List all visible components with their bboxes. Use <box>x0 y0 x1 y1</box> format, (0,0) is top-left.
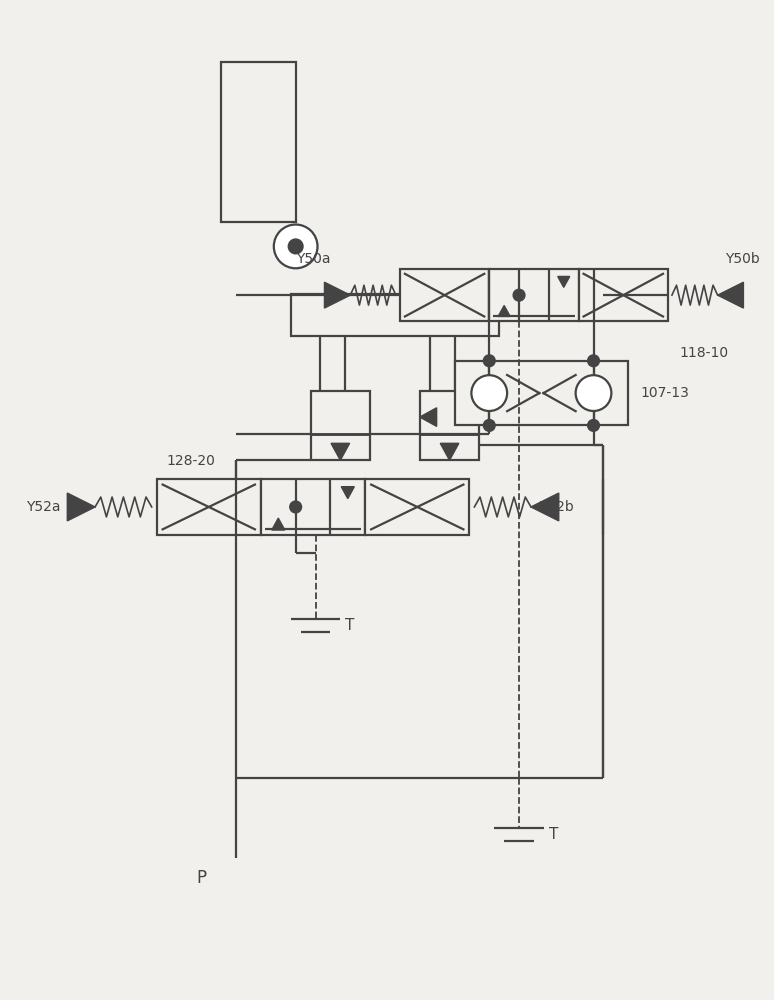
Polygon shape <box>272 518 285 530</box>
Text: T: T <box>345 618 354 633</box>
Polygon shape <box>341 487 354 499</box>
Text: 118-10: 118-10 <box>680 346 729 360</box>
Polygon shape <box>420 408 437 426</box>
Text: Y52a: Y52a <box>26 500 60 514</box>
Bar <box>221 62 296 222</box>
Circle shape <box>588 355 599 366</box>
Bar <box>400 269 489 321</box>
Text: 128-20: 128-20 <box>166 454 215 468</box>
Bar <box>489 269 579 321</box>
Bar <box>365 479 469 535</box>
Text: Y50b: Y50b <box>725 252 760 266</box>
Bar <box>156 479 261 535</box>
Bar <box>579 269 668 321</box>
Text: T: T <box>549 827 558 842</box>
Circle shape <box>290 501 301 512</box>
Bar <box>291 294 499 336</box>
Circle shape <box>588 420 599 431</box>
Polygon shape <box>498 305 510 316</box>
Polygon shape <box>717 282 743 308</box>
Circle shape <box>274 225 317 268</box>
Polygon shape <box>558 276 570 287</box>
Text: Y50a: Y50a <box>296 252 330 266</box>
Circle shape <box>514 290 525 301</box>
Polygon shape <box>440 443 459 460</box>
Circle shape <box>576 375 611 411</box>
Polygon shape <box>331 443 350 460</box>
Bar <box>310 391 370 460</box>
Polygon shape <box>531 493 559 521</box>
Bar <box>420 391 479 460</box>
Bar <box>454 361 628 425</box>
Circle shape <box>484 420 495 431</box>
Polygon shape <box>67 493 95 521</box>
Text: Y52b: Y52b <box>539 500 574 514</box>
Bar <box>261 479 365 535</box>
Circle shape <box>484 355 495 366</box>
Circle shape <box>471 375 507 411</box>
Polygon shape <box>324 282 351 308</box>
Text: 107-13: 107-13 <box>640 386 689 400</box>
Text: P: P <box>196 869 207 887</box>
Circle shape <box>289 239 303 253</box>
